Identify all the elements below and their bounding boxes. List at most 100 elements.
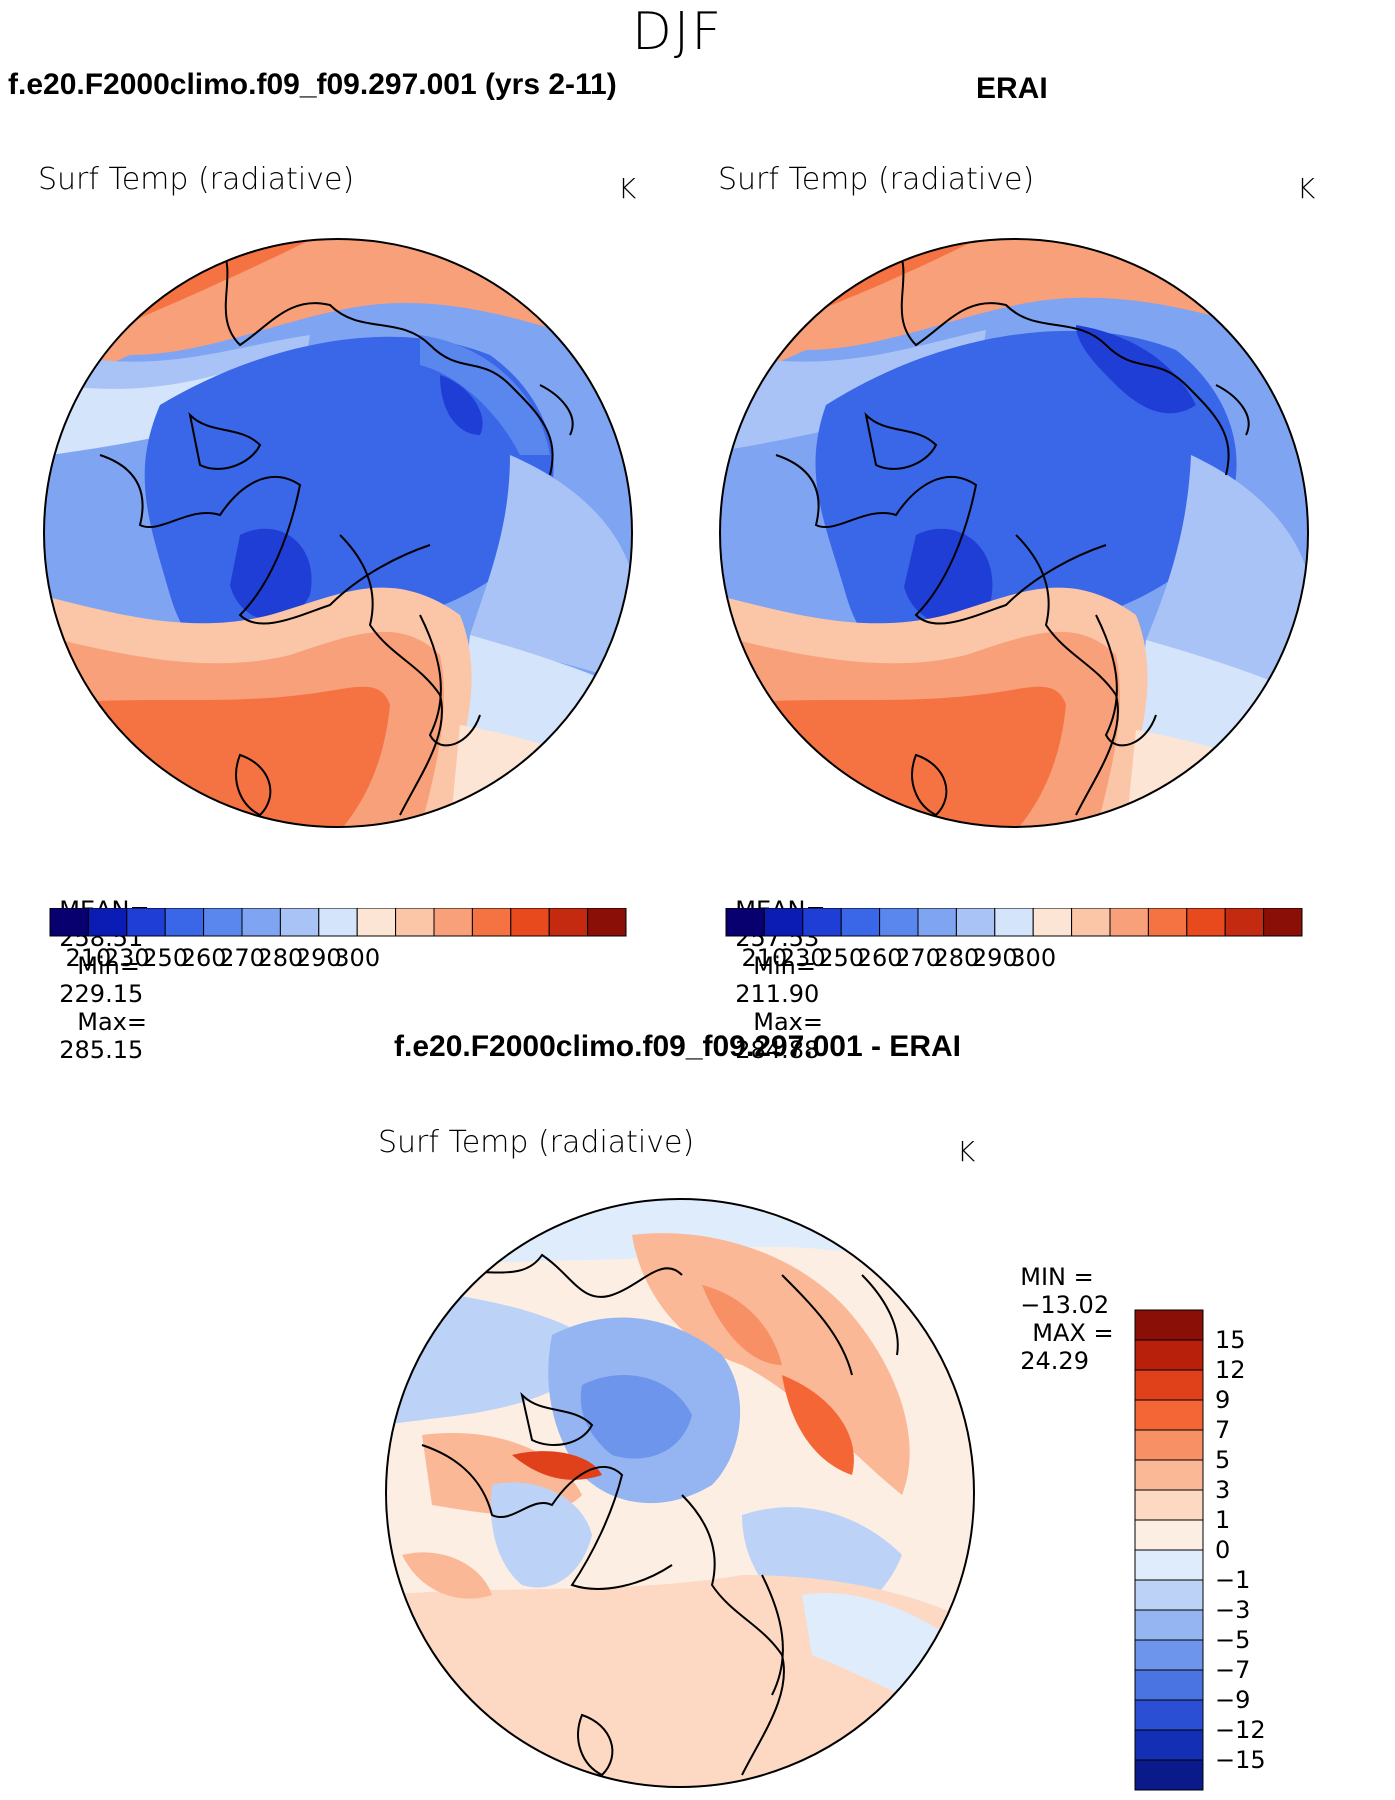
diff-colorbar-tick: 12 <box>1215 1356 1246 1384</box>
obs-colorbar-swatch <box>1186 908 1226 937</box>
diff-polar-map <box>385 1198 975 1788</box>
obs-colorbar-tick: 230 <box>780 944 826 972</box>
diff-colorbar-tick: −15 <box>1215 1746 1265 1774</box>
obs-colorbar-tick: 290 <box>972 944 1018 972</box>
test-colorbar-swatch <box>87 908 128 937</box>
test-colorbar-swatch <box>241 908 281 937</box>
obs-colorbar-tick: 270 <box>895 944 941 972</box>
obs-colorbar-swatch <box>955 908 996 937</box>
diff-plot-title: Surf Temp (radiative) <box>378 1125 695 1160</box>
test-colorbar-swatch <box>126 908 166 937</box>
diff-colorbar-tick: −1 <box>1215 1566 1250 1594</box>
obs-colorbar-swatch <box>917 908 957 937</box>
diff-colorbar-tick: 3 <box>1215 1476 1230 1504</box>
test-colorbar-swatch <box>587 908 627 937</box>
diff-stats: MIN = −13.02 MAX = 24.29 <box>1005 1235 1114 1375</box>
test-colorbar-swatch <box>318 908 358 937</box>
obs-colorbar-tick: 210 <box>741 944 787 972</box>
obs-polar-map <box>719 238 1309 828</box>
diff-colorbar-tick: −3 <box>1215 1596 1250 1624</box>
test-plot-title: Surf Temp (radiative) <box>38 162 355 197</box>
season-title: DJF <box>631 2 724 62</box>
diff-colorbar-swatch <box>1134 1639 1204 1671</box>
diff-colorbar-swatch <box>1134 1429 1204 1461</box>
diff-colorbar-swatch <box>1134 1699 1204 1731</box>
diff-colorbar-tick: 0 <box>1215 1536 1230 1564</box>
obs-min-value: 211.90 <box>735 980 820 1008</box>
diff-colorbar-swatch <box>1134 1369 1204 1401</box>
obs-colorbar-swatch <box>1071 908 1111 937</box>
obs-max-label: Max= <box>753 1008 823 1036</box>
diff-colorbar-swatch <box>1134 1309 1204 1341</box>
diff-min-label: MIN = <box>1020 1263 1094 1291</box>
diff-colorbar-tick: −7 <box>1215 1656 1250 1684</box>
diff-colorbar-tick: 5 <box>1215 1446 1230 1474</box>
diff-colorbar-swatch <box>1134 1549 1204 1581</box>
test-colorbar-tick: 290 <box>296 944 342 972</box>
obs-min-label: Min= <box>753 952 816 980</box>
test-min-label: Min= <box>77 952 140 980</box>
diff-colorbar-swatch <box>1134 1519 1204 1551</box>
diff-colorbar-swatch <box>1134 1579 1204 1611</box>
diff-colorbar-swatch <box>1134 1489 1204 1521</box>
diff-colorbar-tick: 1 <box>1215 1506 1230 1534</box>
diff-colorbar-swatch <box>1134 1759 1204 1791</box>
obs-colorbar-swatch <box>879 908 919 937</box>
test-colorbar-swatch <box>548 908 589 937</box>
obs-colorbar-swatch <box>802 908 842 937</box>
obs-colorbar-swatch <box>1147 908 1188 937</box>
test-colorbar-tick: 300 <box>334 944 380 972</box>
test-colorbar-tick: 280 <box>257 944 303 972</box>
test-colorbar-swatch <box>279 908 320 937</box>
diff-max-label: MAX = <box>1032 1319 1114 1347</box>
obs-colorbar-tick: 280 <box>933 944 979 972</box>
test-colorbar-tick: 250 <box>142 944 188 972</box>
test-colorbar-tick: 260 <box>181 944 227 972</box>
obs-units: K <box>1297 172 1316 205</box>
obs-colorbar-swatch <box>994 908 1034 937</box>
diff-colorbar-tick: −12 <box>1215 1716 1265 1744</box>
diff-colorbar-tick: 7 <box>1215 1416 1230 1444</box>
obs-colorbar-tick: 260 <box>857 944 903 972</box>
obs-colorbar-tick: 300 <box>1010 944 1056 972</box>
diff-colorbar-swatch <box>1134 1729 1204 1761</box>
diff-min-value: −13.02 <box>1020 1291 1110 1319</box>
test-min-value: 229.15 <box>59 980 144 1008</box>
test-colorbar-tick: 230 <box>104 944 150 972</box>
test-max-label: Max= <box>77 1008 147 1036</box>
obs-colorbar-swatch <box>1032 908 1073 937</box>
test-colorbar-tick: 270 <box>219 944 265 972</box>
test-colorbar-swatch <box>164 908 205 937</box>
diff-colorbar-swatch <box>1134 1459 1204 1491</box>
diff-colorbar-swatch <box>1134 1669 1204 1701</box>
diff-colorbar-tick: 15 <box>1215 1326 1246 1354</box>
test-colorbar-swatch <box>433 908 473 937</box>
test-units: K <box>618 172 637 205</box>
test-colorbar-swatch <box>203 908 243 937</box>
obs-plot-title: Surf Temp (radiative) <box>718 162 1035 197</box>
test-colorbar-swatch <box>471 908 512 937</box>
obs-colorbar-tick: 250 <box>818 944 864 972</box>
diff-colorbar-swatch <box>1134 1399 1204 1431</box>
diff-max-value: 24.29 <box>1020 1347 1089 1375</box>
obs-colorbar-swatch <box>840 908 881 937</box>
obs-max-value: 284.88 <box>735 1036 820 1064</box>
diff-colorbar-tick: 9 <box>1215 1386 1230 1414</box>
diff-colorbar-swatch <box>1134 1609 1204 1641</box>
diff-colorbar-tick: −9 <box>1215 1686 1250 1714</box>
diff-colorbar-tick: −5 <box>1215 1626 1250 1654</box>
obs-colorbar-swatch <box>763 908 804 937</box>
obs-colorbar-swatch <box>1224 908 1265 937</box>
test-colorbar-swatch <box>49 908 89 937</box>
test-polar-map <box>43 238 633 828</box>
obs-case-title: ERAI <box>976 72 1048 105</box>
test-colorbar-swatch <box>395 908 435 937</box>
test-colorbar-swatch <box>356 908 397 937</box>
diff-units: K <box>957 1135 976 1168</box>
obs-colorbar-swatch <box>725 908 765 937</box>
obs-colorbar-swatch <box>1109 908 1149 937</box>
test-colorbar-tick: 210 <box>65 944 111 972</box>
